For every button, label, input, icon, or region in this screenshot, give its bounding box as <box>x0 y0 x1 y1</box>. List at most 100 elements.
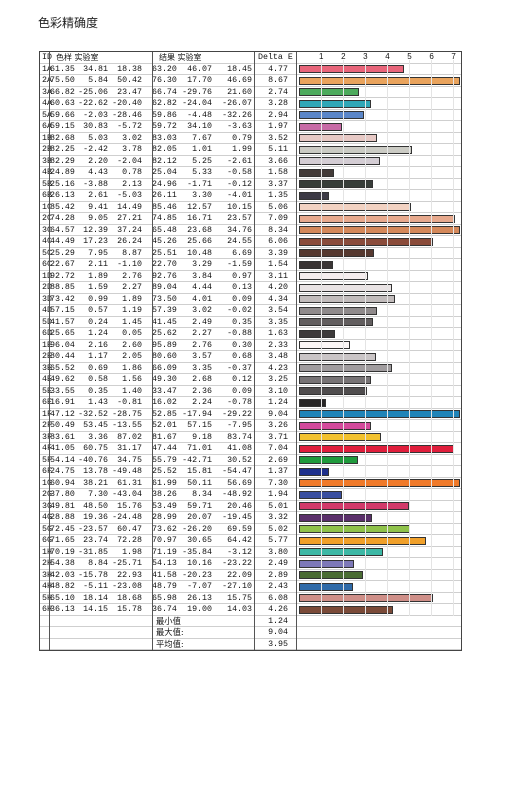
delta-e-value: 2.43 <box>268 582 288 591</box>
delta-e-value: 3.26 <box>268 421 288 430</box>
sample-l: 70.19 <box>50 547 75 557</box>
table-row: 1G 60.94 38.21 61.31 61.99 50.11 56.69 7.30 <box>40 478 461 489</box>
sample-l: 54.38 <box>50 559 75 568</box>
result-a: 17.70 <box>187 76 212 85</box>
sample-a: 0.57 <box>88 306 108 315</box>
delta-e-bar <box>299 329 335 338</box>
row-id: 2E <box>42 352 52 361</box>
row-id: 4F <box>42 444 52 453</box>
delta-e-bar <box>299 249 374 258</box>
sample-b: -5.03 <box>117 191 142 200</box>
page-title: 色彩精确度 <box>38 16 99 30</box>
table-row: 6C 22.67 2.11 -1.10 22.70 3.29 -1.59 1.54 <box>40 259 461 271</box>
delta-e-value: 2.33 <box>268 340 288 350</box>
delta-e-value: 3.28 <box>268 99 288 108</box>
sample-b: 0.05 <box>122 329 142 338</box>
row-id: 6B <box>42 191 52 200</box>
delta-e-bar <box>299 168 334 177</box>
delta-e-value: 1.94 <box>268 490 288 499</box>
result-a: 23.68 <box>187 225 212 235</box>
sample-l: 75.50 <box>50 76 75 85</box>
sample-b: -23.08 <box>112 582 142 591</box>
result-a: 2.49 <box>192 317 212 327</box>
result-l: 62.82 <box>152 99 177 108</box>
row-id: 4G <box>42 513 52 522</box>
result-l: 89.04 <box>152 283 177 292</box>
delta-e-value: 5.01 <box>268 501 288 511</box>
result-a: -35.84 <box>182 547 212 557</box>
sample-l: 25.65 <box>50 329 75 338</box>
sample-b: -28.46 <box>112 110 142 120</box>
delta-e-bar <box>299 203 411 212</box>
result-l: 57.39 <box>152 306 177 315</box>
result-a: 7.67 <box>192 133 212 143</box>
sample-a: 0.35 <box>88 386 108 396</box>
row-id: 3G <box>42 501 52 511</box>
row-id: 2C <box>42 214 52 223</box>
delta-e-value: 1.35 <box>268 191 288 200</box>
result-a: -4.48 <box>187 110 212 120</box>
result-a: 3.57 <box>192 352 212 361</box>
sample-l: 83.61 <box>50 432 75 442</box>
row-id: 5C <box>42 248 52 258</box>
result-a: 12.57 <box>187 202 212 212</box>
sample-a: 0.24 <box>88 317 108 327</box>
result-l: 25.04 <box>152 168 177 177</box>
row-id: 1C <box>42 202 52 212</box>
sample-b: -25.71 <box>112 559 142 568</box>
sample-a: -22.62 <box>78 99 108 108</box>
sample-b: 2.05 <box>122 352 142 361</box>
sample-a: 0.58 <box>88 375 108 384</box>
delta-e-value: 1.54 <box>268 260 288 269</box>
table-header-row: ID 色样 实验室 结果 实验室 Delta E <box>40 52 461 64</box>
delta-e-value: 6.06 <box>268 237 288 246</box>
result-l: 38.26 <box>152 490 177 499</box>
result-l: 59.72 <box>152 122 177 131</box>
result-l: 16.02 <box>152 398 177 407</box>
result-l: 47.44 <box>152 444 177 453</box>
result-b: 0.35 <box>232 317 252 327</box>
delta-e-bar <box>299 99 372 108</box>
delta-e-bar <box>299 364 393 373</box>
table-row: 4G 28.88 19.36 -24.48 28.99 20.07 -19.45 3.32 <box>40 512 461 524</box>
sample-b: 1.98 <box>122 547 142 557</box>
table-row: 6A 59.15 30.83 -5.72 59.72 34.10 -3.63 1.97 <box>40 121 461 133</box>
gridline <box>409 60 411 616</box>
sample-a: 23.74 <box>83 536 108 545</box>
table-row: 6B 26.13 2.61 -5.03 26.11 3.30 -4.01 1.35 <box>40 190 461 202</box>
row-id: 4B <box>42 168 52 177</box>
sample-b: 15.76 <box>117 501 142 511</box>
result-a: -20.23 <box>182 570 212 580</box>
sample-a: 17.23 <box>83 237 108 246</box>
result-b: -26.07 <box>222 99 252 108</box>
sample-a: 53.45 <box>83 421 108 430</box>
sample-l: 54.14 <box>50 455 75 465</box>
table-row: 5E 33.55 0.35 1.40 33.47 2.36 0.09 3.10 <box>40 386 461 397</box>
result-b: 83.74 <box>227 432 252 442</box>
row-id: 4D <box>42 306 52 315</box>
row-id: 2F <box>42 421 52 430</box>
result-l: 92.76 <box>152 271 177 281</box>
sample-b: -1.10 <box>117 260 142 269</box>
result-a: 57.15 <box>187 421 212 430</box>
sample-l: 42.03 <box>50 570 75 580</box>
sample-b: -5.72 <box>117 122 142 131</box>
result-a: 2.68 <box>192 375 212 384</box>
result-l: 52.85 <box>152 409 177 419</box>
delta-e-bar <box>299 180 374 189</box>
result-a: -17.94 <box>182 409 212 419</box>
sample-b: 27.21 <box>117 214 142 223</box>
delta-e-value: 4.77 <box>268 64 288 74</box>
delta-e-value: 4.34 <box>268 294 288 304</box>
delta-e-bar <box>299 157 380 166</box>
result-b: 21.60 <box>227 87 252 97</box>
result-b: 22.09 <box>227 570 252 580</box>
sample-l: 26.13 <box>50 191 75 200</box>
table-row: 4D 57.15 0.57 1.19 57.39 3.02 -0.02 3.54 <box>40 305 461 317</box>
delta-e-bar <box>299 605 393 614</box>
x-tick-label: 7 <box>451 52 456 61</box>
result-a: 3.35 <box>192 363 212 373</box>
x-tick-label: 3 <box>363 52 368 61</box>
row-id: 5E <box>42 386 52 396</box>
row-id: 4H <box>42 582 52 591</box>
